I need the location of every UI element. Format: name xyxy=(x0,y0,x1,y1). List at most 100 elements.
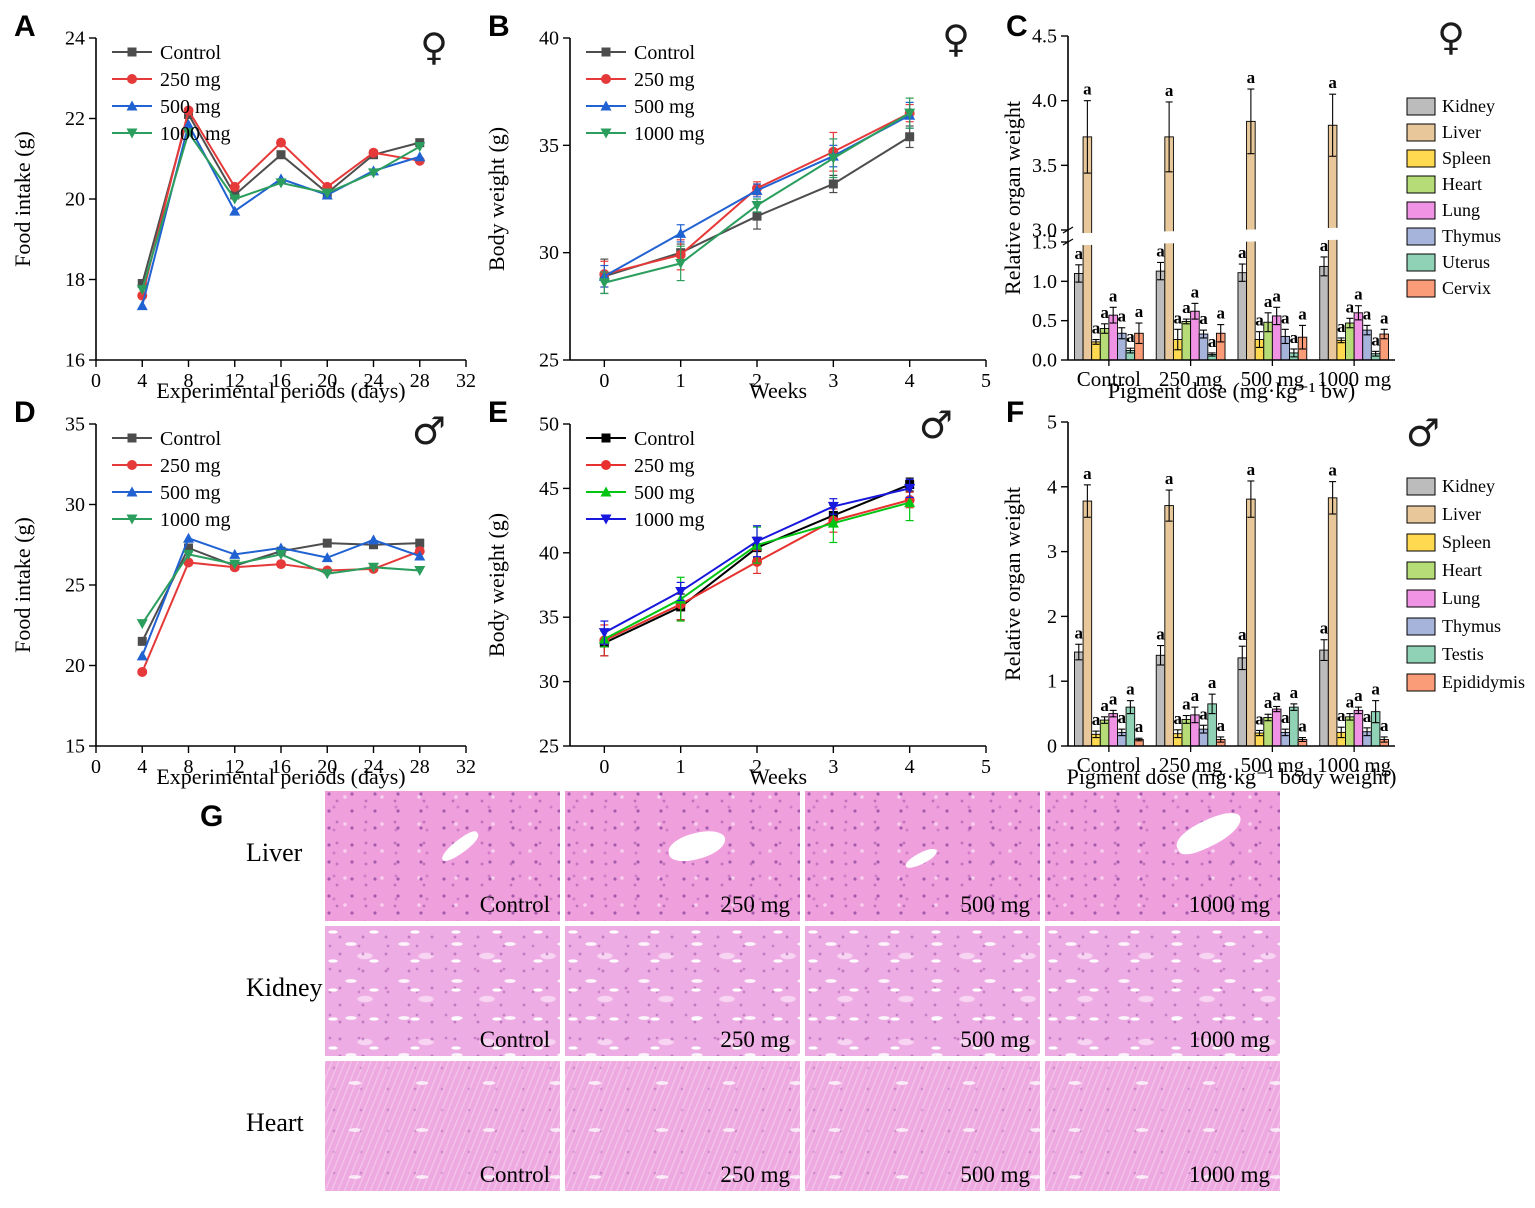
svg-text:Control: Control xyxy=(1077,753,1141,777)
svg-text:Relative organ weight: Relative organ weight xyxy=(1000,101,1025,295)
panel-label-d: D xyxy=(14,396,36,429)
svg-text:1000 mg: 1000 mg xyxy=(160,509,231,531)
svg-text:Pigment dose (mg·kg⁻¹ bw): Pigment dose (mg·kg⁻¹ bw) xyxy=(1108,378,1355,403)
svg-text:Control: Control xyxy=(160,428,222,450)
svg-text:Body weight (g): Body weight (g) xyxy=(484,127,509,271)
svg-text:Heart: Heart xyxy=(1442,560,1482,580)
svg-text:a: a xyxy=(1238,243,1247,262)
dose-caption: 250 mg xyxy=(720,892,790,917)
svg-text:5: 5 xyxy=(981,370,991,392)
svg-text:500 mg: 500 mg xyxy=(634,96,695,118)
svg-text:35: 35 xyxy=(65,414,85,436)
panel-label-b: B xyxy=(488,10,510,43)
panel-label-e: E xyxy=(488,396,509,429)
svg-text:a: a xyxy=(1281,308,1290,327)
svg-text:3: 3 xyxy=(828,756,838,778)
svg-text:a: a xyxy=(1238,625,1247,644)
svg-text:5: 5 xyxy=(1047,412,1057,434)
svg-text:a: a xyxy=(1216,304,1225,323)
svg-text:250 mg: 250 mg xyxy=(634,455,695,477)
histology-tile-liver-500mg: 500 mg xyxy=(805,791,1040,921)
svg-text:Thymus: Thymus xyxy=(1442,616,1501,636)
svg-text:4: 4 xyxy=(905,756,915,778)
svg-text:3.5: 3.5 xyxy=(1032,155,1057,177)
svg-text:8: 8 xyxy=(184,370,194,392)
svg-text:a: a xyxy=(1337,706,1346,725)
svg-text:Body weight (g): Body weight (g) xyxy=(484,513,509,657)
female-icon: ♀ xyxy=(420,25,448,69)
histology-tile-kidney-250mg: 250 mg xyxy=(565,926,800,1056)
svg-text:a: a xyxy=(1135,302,1144,321)
svg-text:Control: Control xyxy=(634,428,696,450)
svg-text:40: 40 xyxy=(539,28,559,50)
svg-text:a: a xyxy=(1075,244,1084,263)
svg-text:a: a xyxy=(1182,298,1191,317)
organ-label-kidney: Kidney xyxy=(246,973,323,1002)
svg-text:a: a xyxy=(1298,717,1307,736)
dose-caption: 1000 mg xyxy=(1188,892,1270,917)
svg-text:a: a xyxy=(1328,461,1337,480)
svg-text:4: 4 xyxy=(1047,476,1057,498)
female-icon: ♀ xyxy=(942,17,970,61)
histology-tile-liver-1000mg: 1000 mg xyxy=(1045,791,1280,921)
svg-text:a: a xyxy=(1126,327,1135,346)
svg-text:30: 30 xyxy=(65,494,85,516)
svg-text:Testis: Testis xyxy=(1442,644,1484,664)
svg-text:20: 20 xyxy=(317,370,337,392)
svg-text:24: 24 xyxy=(65,28,85,50)
svg-text:a: a xyxy=(1354,285,1363,304)
svg-text:Pigment dose (mg·kg⁻¹ body wei: Pigment dose (mg·kg⁻¹ body weight) xyxy=(1067,764,1397,789)
svg-text:a: a xyxy=(1371,330,1380,349)
svg-text:a: a xyxy=(1272,286,1281,305)
svg-text:0: 0 xyxy=(599,756,609,778)
histology-tile-heart-control: Control xyxy=(325,1061,560,1191)
svg-text:a: a xyxy=(1208,332,1217,351)
panel-E: E ♂ 25 30 35 40 45 50 0 1 2 3 4 5 Weeks Body weight (… xyxy=(482,392,998,792)
svg-text:a: a xyxy=(1320,619,1329,638)
svg-text:Spleen: Spleen xyxy=(1442,148,1491,168)
svg-text:a: a xyxy=(1199,704,1208,723)
svg-text:500 mg: 500 mg xyxy=(634,482,695,504)
organ-label-liver: Liver xyxy=(246,838,303,867)
svg-text:16: 16 xyxy=(271,370,291,392)
svg-text:Spleen: Spleen xyxy=(1442,532,1491,552)
svg-text:Food intake (g): Food intake (g) xyxy=(10,517,35,653)
dose-caption: Control xyxy=(479,1162,550,1187)
svg-text:0: 0 xyxy=(91,756,101,778)
svg-text:a: a xyxy=(1255,311,1264,330)
svg-text:Relative organ weight: Relative organ weight xyxy=(1000,487,1025,681)
svg-text:a: a xyxy=(1199,309,1208,328)
svg-text:Experimental periods (days): Experimental periods (days) xyxy=(156,764,405,789)
svg-text:24: 24 xyxy=(364,370,384,392)
svg-text:25: 25 xyxy=(539,736,559,758)
svg-text:a: a xyxy=(1255,709,1264,728)
svg-text:1.5: 1.5 xyxy=(1032,232,1057,254)
svg-text:28: 28 xyxy=(410,756,430,778)
panel-label-f: F xyxy=(1006,396,1025,429)
svg-text:Control: Control xyxy=(160,42,222,64)
svg-text:a: a xyxy=(1173,709,1182,728)
svg-text:1: 1 xyxy=(676,370,686,392)
svg-text:a: a xyxy=(1165,469,1174,488)
svg-text:a: a xyxy=(1100,303,1109,322)
svg-text:4: 4 xyxy=(137,756,147,778)
svg-text:a: a xyxy=(1328,73,1337,92)
svg-text:a: a xyxy=(1118,708,1127,727)
histology-grid: Control 250 mg 500 mg 1000 mg Control 25… xyxy=(325,791,1280,1191)
svg-text:250 mg: 250 mg xyxy=(160,455,221,477)
svg-text:Thymus: Thymus xyxy=(1442,226,1501,246)
food-intake-male-chart: 15 20 25 30 35 0 4 8 12 16 20 24 28 32 Experimental pe… xyxy=(10,414,476,790)
svg-text:250 mg: 250 mg xyxy=(634,69,695,91)
svg-text:2: 2 xyxy=(752,756,762,778)
svg-text:0.5: 0.5 xyxy=(1032,310,1057,332)
svg-text:3: 3 xyxy=(1047,541,1057,563)
svg-text:4: 4 xyxy=(137,370,147,392)
svg-text:50: 50 xyxy=(539,414,559,436)
svg-text:35: 35 xyxy=(539,607,559,629)
svg-text:500 mg: 500 mg xyxy=(160,482,221,504)
food-intake-female-chart: 16 18 20 22 24 0 4 8 12 16 20 24 28 32 Experimental pe… xyxy=(10,28,476,404)
